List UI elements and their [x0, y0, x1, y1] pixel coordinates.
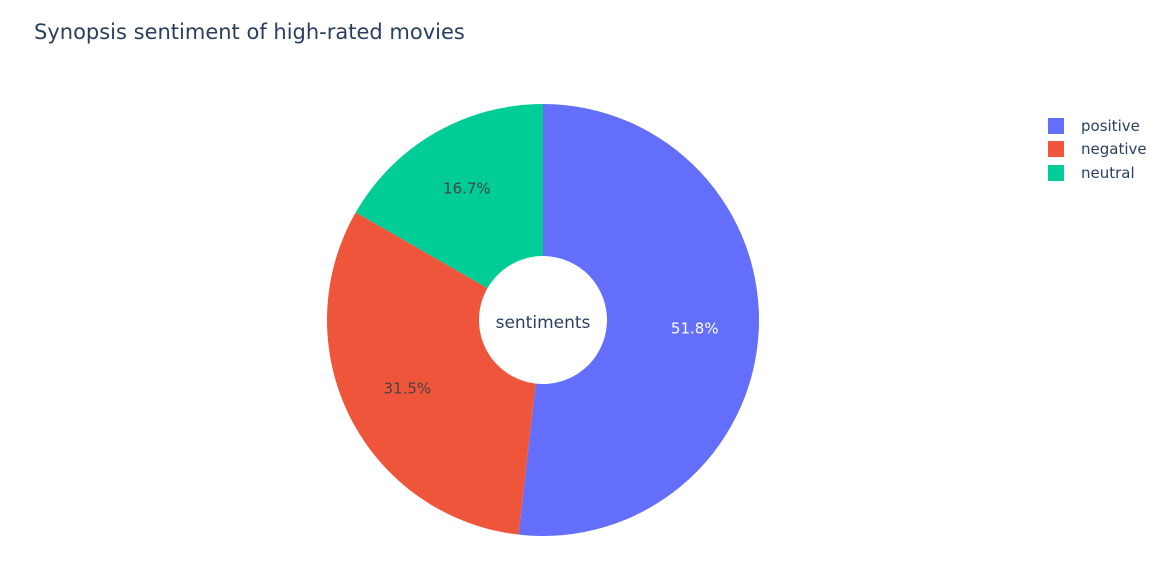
slice-label-positive: 51.8% [671, 320, 719, 338]
legend-label-negative: negative [1081, 140, 1147, 159]
slice-positive[interactable] [518, 104, 760, 536]
legend-swatch-neutral [1048, 164, 1064, 181]
slice-neutral[interactable] [355, 104, 543, 289]
legend-swatch-positive [1048, 117, 1064, 134]
legend-label-neutral: neutral [1081, 163, 1135, 182]
legend-item-neutral[interactable]: neutral [1048, 161, 1147, 185]
slice-negative[interactable] [327, 212, 536, 535]
legend: positive negative neutral [1048, 114, 1147, 185]
legend-item-positive[interactable]: positive [1048, 114, 1147, 138]
legend-swatch-negative [1048, 141, 1064, 158]
chart-title: Synopsis sentiment of high-rated movies [34, 20, 465, 44]
slice-label-neutral: 16.7% [443, 179, 491, 197]
slice-label-negative: 31.5% [384, 380, 432, 398]
legend-label-positive: positive [1081, 116, 1140, 135]
center-label: sentiments [496, 313, 591, 333]
legend-item-negative[interactable]: negative [1048, 138, 1147, 162]
